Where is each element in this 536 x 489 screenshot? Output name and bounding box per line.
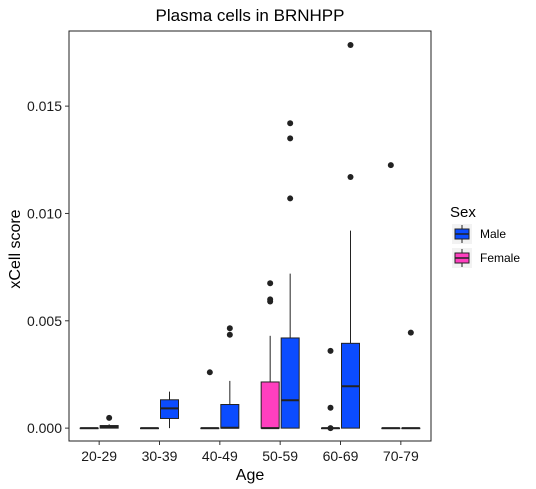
outlier-point	[387, 162, 394, 169]
box-group	[381, 162, 401, 430]
box-body	[260, 381, 280, 429]
plot-panel	[68, 30, 432, 442]
box-group	[160, 391, 179, 429]
box-group	[341, 41, 360, 429]
outlier-point	[287, 120, 294, 127]
x-tick-label: 60-69	[323, 448, 359, 464]
outlier-point	[206, 369, 213, 376]
x-tick-label: 40-49	[202, 448, 238, 464]
box-group	[401, 329, 421, 430]
plot-marks	[79, 41, 421, 432]
x-tick-label: 30-39	[142, 448, 178, 464]
legend-label: Male	[480, 227, 506, 241]
outlier-point	[327, 347, 334, 354]
box-group	[220, 325, 240, 429]
box-group	[280, 120, 300, 429]
y-tick-label: 0.010	[27, 205, 62, 221]
outlier-point	[347, 41, 354, 48]
outlier-point	[407, 329, 414, 336]
legend-key	[452, 248, 472, 268]
box-group	[99, 414, 119, 429]
x-tick-label: 50-59	[262, 448, 298, 464]
legend-label: Female	[480, 251, 520, 265]
legend: Sex Male Female	[450, 204, 520, 268]
box-group	[260, 280, 280, 430]
outlier-point	[267, 280, 274, 287]
legend-title: Sex	[450, 204, 476, 221]
box-group	[200, 369, 220, 430]
x-tick-label: 20-29	[81, 448, 117, 464]
box-group	[140, 427, 159, 430]
y-axis-title: xCell score	[7, 209, 24, 288]
y-tick-label: 0.015	[27, 98, 62, 114]
chart-title: Plasma cells in BRNHPP	[156, 6, 345, 25]
outlier-point	[287, 135, 294, 142]
legend-key	[452, 224, 472, 244]
outlier-point	[267, 296, 274, 303]
outlier-point	[327, 404, 334, 411]
x-axis: 20-29 30-39 40-49 50-59 60-69 70-79	[81, 441, 419, 464]
box-group	[321, 347, 340, 432]
box-group	[79, 427, 99, 430]
outlier-point	[327, 425, 334, 432]
x-axis-title: Age	[236, 467, 265, 484]
box-body	[280, 337, 300, 429]
outlier-point	[226, 325, 233, 332]
y-tick-label: 0.005	[27, 313, 62, 329]
outlier-point	[347, 173, 354, 180]
outlier-point	[226, 331, 233, 338]
outlier-point	[106, 414, 113, 421]
outlier-point	[287, 195, 294, 202]
box-body	[220, 404, 240, 429]
y-axis: 0.000 0.005 0.010 0.015	[27, 98, 69, 436]
x-tick-label: 70-79	[383, 448, 419, 464]
y-tick-label: 0.000	[27, 420, 62, 436]
